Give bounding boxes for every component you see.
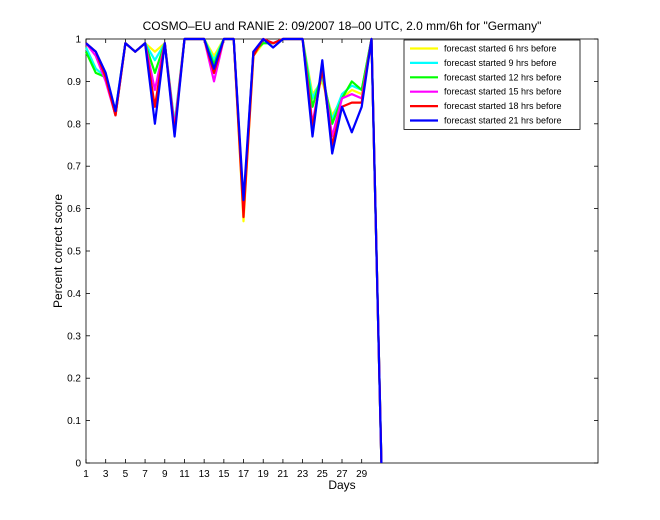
x-tick-label: 23 [297,469,309,480]
y-tick-label: 0.2 [67,374,81,385]
y-tick-label: 0.6 [67,204,81,215]
chart-title: COSMO–EU and RANIE 2: 09/2007 18–00 UTC,… [143,19,542,33]
x-tick-label: 3 [103,469,109,480]
y-tick-label: 0.7 [67,162,81,173]
y-axis-label: Percent correct score [51,194,65,308]
legend: forecast started 6 hrs before forecast st… [403,39,581,130]
x-tick-label: 19 [258,469,270,480]
legend-entry: forecast started 6 hrs before [444,44,557,54]
y-tick-label: 0.3 [67,331,81,342]
y-tick-label: 0.4 [67,289,81,300]
y-tick-label: 0.5 [67,247,81,258]
x-tick-label: 27 [336,469,348,480]
x-tick-label: 17 [238,469,250,480]
legend-entry: forecast started 9 hrs before [444,58,557,68]
y-tick-label: 0.9 [67,77,81,88]
series-line-6 [85,37,383,464]
y-tick-label: 0.8 [67,119,81,130]
legend-entry: forecast started 15 hrs before [444,87,562,97]
x-tick-label: 1 [83,469,89,480]
x-tick-label: 15 [218,469,230,480]
x-tick-label: 29 [356,469,368,480]
axis-ticks: 1 3 5 7 9 11 13 15 17 19 21 23 25 27 2900.10.20.30.40.… [67,35,598,480]
x-axis-label: Days [328,478,355,492]
y-tick-label: 0.1 [67,416,81,427]
x-tick-label: 9 [162,469,168,480]
series-lines [85,37,383,464]
x-tick-label: 7 [142,469,148,480]
legend-box [403,39,581,130]
legend-entry: forecast started 18 hrs before [444,101,562,111]
x-tick-label: 21 [277,469,289,480]
x-tick-label: 25 [317,469,329,480]
x-tick-label: 5 [123,469,129,480]
y-tick-label: 0 [75,459,81,470]
legend-entry: forecast started 12 hrs before [444,72,562,82]
legend-entry: forecast started 21 hrs before [444,116,562,126]
y-tick-label: 1 [75,35,81,46]
x-tick-label: 11 [179,469,190,480]
x-tick-label: 13 [199,469,211,480]
